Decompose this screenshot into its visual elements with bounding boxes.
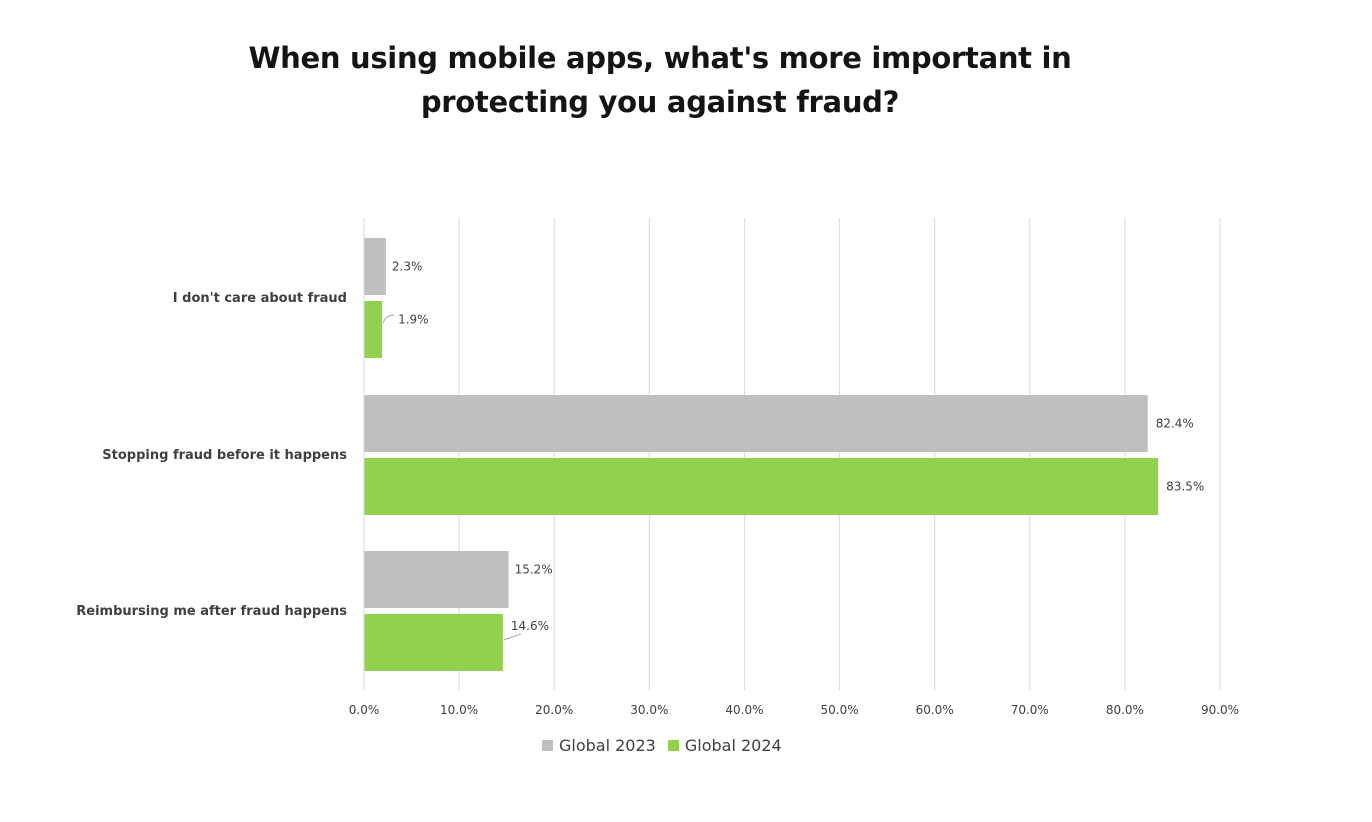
- x-tick-label: 80.0%: [1106, 703, 1144, 717]
- bar-data-label: 14.6%: [511, 619, 549, 633]
- bar: [364, 301, 383, 358]
- chart-title-line-1: When using mobile apps, what's more impo…: [248, 41, 1072, 75]
- x-tick-label: 30.0%: [630, 703, 668, 717]
- legend-label-2024: Global 2024: [684, 736, 782, 755]
- category-label: Reimbursing me after fraud happens: [76, 604, 347, 619]
- category-label: Stopping fraud before it happens: [102, 448, 347, 463]
- x-tick-label: 0.0%: [349, 703, 380, 717]
- bar: [364, 395, 1148, 452]
- bar: [364, 238, 386, 295]
- legend-swatch-2023: [542, 740, 553, 751]
- bar: [364, 551, 509, 608]
- label-leader-line: [503, 633, 522, 641]
- x-tick-label: 40.0%: [725, 703, 763, 717]
- x-tick-label: 50.0%: [820, 703, 858, 717]
- legend-item-2023: Global 2023: [542, 736, 656, 755]
- bar-data-label: 83.5%: [1166, 480, 1204, 494]
- bar-data-label: 2.3%: [392, 260, 423, 274]
- bar-data-label: 15.2%: [515, 563, 553, 577]
- chart-title-line-2: protecting you against fraud?: [420, 85, 900, 119]
- x-tick-label: 90.0%: [1201, 703, 1239, 717]
- bar-data-label: 1.9%: [398, 313, 429, 327]
- legend-label-2023: Global 2023: [559, 736, 656, 755]
- label-leader-line: [382, 314, 395, 324]
- category-label: I don't care about fraud: [173, 291, 347, 306]
- bar: [364, 614, 503, 671]
- bar-data-label: 82.4%: [1156, 417, 1194, 431]
- chart-title: When using mobile apps, what's more impo…: [170, 36, 1150, 124]
- bar: [364, 458, 1159, 515]
- chart-legend: Global 2023 Global 2024: [542, 736, 794, 755]
- x-tick-label: 70.0%: [1011, 703, 1049, 717]
- x-tick-label: 10.0%: [440, 703, 478, 717]
- x-tick-label: 60.0%: [916, 703, 954, 717]
- legend-swatch-2024: [667, 740, 679, 751]
- legend-item-2024: Global 2024: [667, 736, 782, 755]
- x-tick-label: 20.0%: [535, 703, 573, 717]
